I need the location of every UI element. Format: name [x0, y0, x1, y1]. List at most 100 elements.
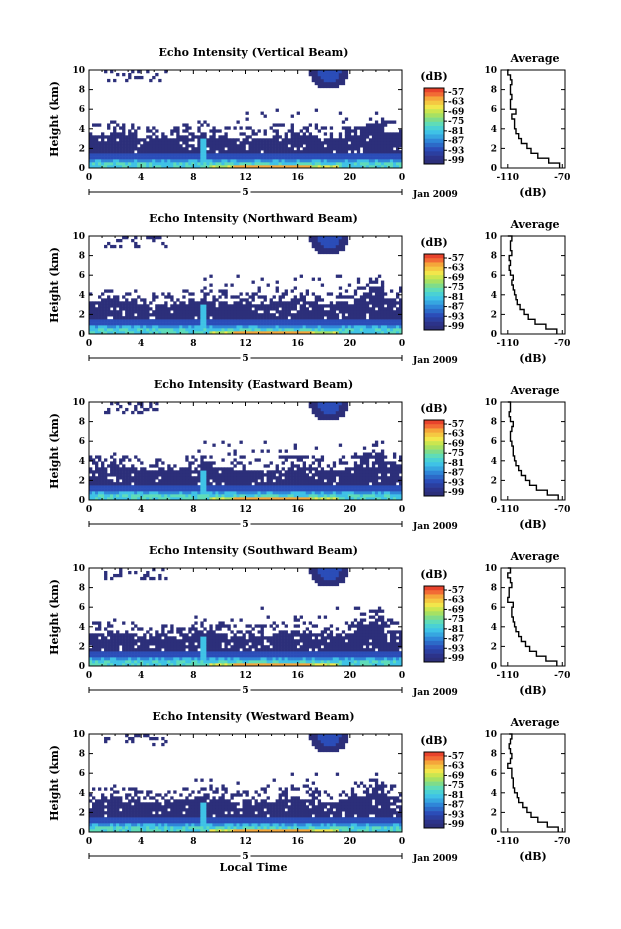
colorbar-tick-label: -69 [448, 273, 464, 283]
average-y-tick-label: 6 [491, 769, 497, 779]
average-y-tick-label: 6 [491, 271, 497, 281]
average-x-tick-label: -70 [554, 837, 570, 847]
y-axis-label: Height (km) [48, 247, 61, 323]
heatmap-field [89, 236, 403, 335]
average-y-tick-label: 10 [484, 730, 497, 740]
x-tick-label: 0 [399, 505, 405, 515]
colorbar-tick-label: -87 [448, 137, 464, 147]
panel-3: Echo Intensity (Eastward Beam)0 4 8 12 16 20 0… [48, 378, 570, 532]
colorbar-label: (dB) [420, 734, 447, 747]
x-tick-label: 8 [190, 173, 196, 183]
x-tick-label: 8 [190, 505, 196, 515]
y-tick-label: 6 [79, 105, 85, 115]
colorbar-frame [423, 87, 445, 165]
colorbar-tick-label: -87 [448, 635, 464, 645]
heatmap-field [89, 734, 403, 833]
y-tick-label: 0 [79, 662, 85, 672]
colorbar-tick-label: -75 [448, 781, 464, 791]
average-y-tick-label: 10 [484, 66, 497, 76]
y-tick-label: 2 [79, 476, 85, 486]
y-axis-label: Height (km) [48, 413, 61, 489]
average-panel: Average 0 2 4 6 8 10 -110 -70 (dB) [484, 52, 570, 199]
x-tick-label: 12 [239, 505, 252, 515]
y-tick-label: 10 [72, 66, 85, 76]
colorbar-tick-label: -93 [448, 478, 464, 488]
average-y-tick-label: 4 [491, 125, 497, 135]
y-tick-label: 6 [79, 603, 85, 613]
average-y-tick-label: 4 [491, 291, 497, 301]
x-tick-label: 0 [86, 505, 92, 515]
average-panel: Average 0 2 4 6 8 10 -110 -70 (dB) [484, 716, 570, 863]
x-tick-label: 8 [190, 671, 196, 681]
panel-2: Echo Intensity (Northward Beam)0 4 8 12 16 20… [48, 212, 570, 366]
colorbar [424, 254, 444, 331]
y-tick-label: 4 [79, 457, 85, 467]
average-x-label: (dB) [519, 518, 546, 531]
colorbar-tick-label: -93 [448, 146, 464, 156]
day-label: 5 [242, 852, 248, 862]
date-label: Jan 2009 [412, 688, 458, 698]
colorbar-tick-label: -93 [448, 644, 464, 654]
colorbar-tick-label: -63 [448, 762, 464, 772]
x-tick-label: 20 [344, 671, 357, 681]
average-y-tick-label: 2 [491, 476, 497, 486]
average-y-tick-label: 0 [491, 828, 497, 838]
average-title: Average [509, 384, 559, 397]
panel-title: Echo Intensity (Northward Beam) [149, 212, 358, 225]
average-panel: Average 0 2 4 6 8 10 -110 -70 (dB) [484, 218, 570, 365]
average-x-label: (dB) [519, 186, 546, 199]
x-tick-label: 12 [239, 173, 252, 183]
average-y-tick-label: 0 [491, 496, 497, 506]
heatmap-field [89, 402, 403, 501]
average-x-tick-label: -110 [497, 173, 520, 183]
average-y-tick-label: 10 [484, 398, 497, 408]
average-profile-line [507, 69, 561, 168]
colorbar-tick-label: -69 [448, 605, 464, 615]
x-tick-label: 12 [239, 671, 252, 681]
average-frame [500, 69, 566, 169]
colorbar-tick-label: -87 [448, 801, 464, 811]
colorbar-tick-label: -69 [448, 771, 464, 781]
x-tick-label: 16 [291, 505, 304, 515]
average-y-tick-label: 0 [491, 164, 497, 174]
colorbar-tick-label: -93 [448, 810, 464, 820]
panel-1: Echo Intensity (Vertical Beam)0 4 8 12 16 20 0… [48, 46, 570, 200]
y-tick-label: 2 [79, 310, 85, 320]
x-tick-label: 20 [344, 837, 357, 847]
y-tick-label: 4 [79, 789, 85, 799]
average-x-tick-label: -110 [497, 339, 520, 349]
y-tick-label: 4 [79, 623, 85, 633]
date-label: Jan 2009 [412, 356, 458, 366]
y-tick-label: 2 [79, 144, 85, 154]
colorbar-tick-label: -63 [448, 98, 464, 108]
average-y-tick-label: 2 [491, 642, 497, 652]
y-tick-label: 6 [79, 769, 85, 779]
x-tick-label: 4 [138, 339, 144, 349]
colorbar-tick-label: -63 [448, 596, 464, 606]
colorbar [424, 586, 444, 663]
average-y-tick-label: 4 [491, 623, 497, 633]
x-tick-label: 4 [138, 505, 144, 515]
y-tick-label: 0 [79, 330, 85, 340]
colorbar-tick-label: -57 [448, 752, 464, 762]
y-tick-label: 2 [79, 642, 85, 652]
colorbar-tick-label: -75 [448, 283, 464, 293]
date-label: Jan 2009 [412, 854, 458, 864]
x-tick-label: 16 [291, 173, 304, 183]
x-tick-label: 0 [86, 173, 92, 183]
colorbar-tick-label: -69 [448, 107, 464, 117]
colorbar-tick-label: -99 [448, 654, 464, 664]
x-tick-label: 20 [344, 173, 357, 183]
average-y-tick-label: 6 [491, 437, 497, 447]
colorbar-tick-label: -63 [448, 264, 464, 274]
colorbar-tick-label: -75 [448, 615, 464, 625]
average-y-tick-label: 8 [491, 418, 497, 428]
average-panel: Average 0 2 4 6 8 10 -110 -70 (dB) [484, 550, 570, 697]
y-tick-label: 10 [72, 730, 85, 740]
colorbar-tick-label: -99 [448, 322, 464, 332]
average-y-tick-label: 2 [491, 310, 497, 320]
colorbar-tick-label: -81 [448, 293, 464, 303]
x-tick-label: 12 [239, 837, 252, 847]
x-tick-label: 8 [190, 339, 196, 349]
